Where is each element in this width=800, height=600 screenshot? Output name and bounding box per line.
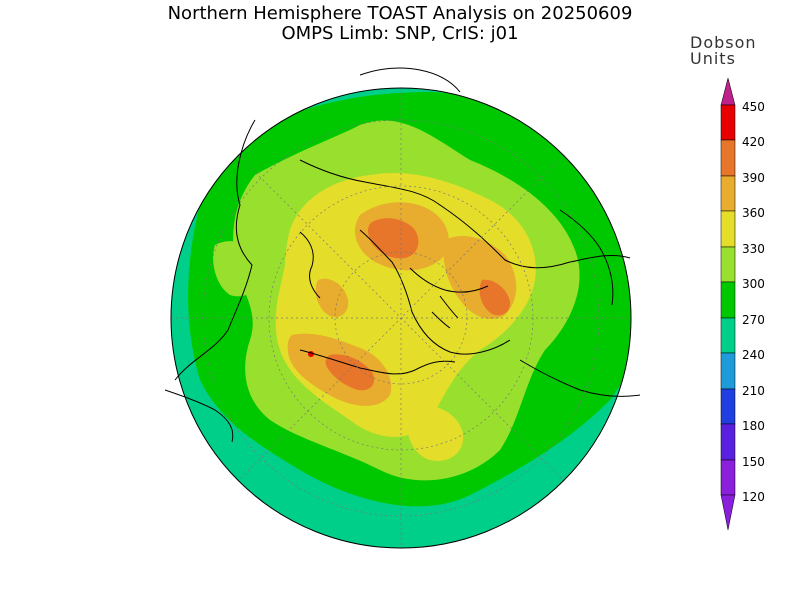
colorbar-330-360 <box>720 210 736 248</box>
map-subtitle: OMPS Limb: SNP, CrIS: j01 <box>281 23 519 44</box>
legend-label-420: 420 <box>742 135 765 149</box>
colorbar-180-210 <box>720 388 736 425</box>
ozone-band-390-420-north <box>367 218 419 259</box>
graticule <box>171 88 631 548</box>
color-bar <box>720 77 736 531</box>
colorbar-over-450 <box>720 77 736 106</box>
legend-title-line1: Dobson <box>690 33 757 52</box>
ozone-band-390-420-east <box>479 279 511 316</box>
ozone-field <box>171 88 631 548</box>
colorbar-under-120 <box>720 494 736 531</box>
colorbar-390-420 <box>720 139 736 177</box>
colorbar-210-240 <box>720 352 736 390</box>
legend-label-210: 210 <box>742 384 765 398</box>
ozone-band-300-330-west <box>213 241 261 297</box>
legend-label-450: 450 <box>742 100 765 114</box>
map-disk-border <box>170 87 632 549</box>
coastlines <box>164 67 641 443</box>
map-title: Northern Hemisphere TOAST Analysis on 20… <box>167 3 633 24</box>
legend-label-180: 180 <box>742 419 765 433</box>
legend-label-240: 240 <box>742 348 765 362</box>
ozone-band-390-420-south <box>325 354 375 391</box>
legend-title-line2: Units <box>690 49 736 68</box>
colorbar-300-330 <box>720 246 736 283</box>
colorbar-120-150 <box>720 459 736 496</box>
ozone-band-360-390-west <box>315 278 349 318</box>
legend-label-150: 150 <box>742 455 765 469</box>
legend-title: Dobson Units <box>690 35 780 67</box>
colorbar-270-300 <box>720 281 736 319</box>
colorbar-360-390 <box>720 175 736 212</box>
colorbar-420-450 <box>720 104 736 141</box>
title-block: Northern Hemisphere TOAST Analysis on 20… <box>0 4 800 44</box>
colorbar-240-270 <box>720 317 736 354</box>
legend-label-360: 360 <box>742 206 765 220</box>
legend-label-270: 270 <box>742 313 765 327</box>
ozone-band-330-360-south <box>407 406 464 461</box>
legend-label-330: 330 <box>742 242 765 256</box>
legend-label-300: 300 <box>742 277 765 291</box>
legend-label-390: 390 <box>742 171 765 185</box>
legend-label-120: 120 <box>742 490 765 504</box>
colorbar-150-180 <box>720 423 736 461</box>
